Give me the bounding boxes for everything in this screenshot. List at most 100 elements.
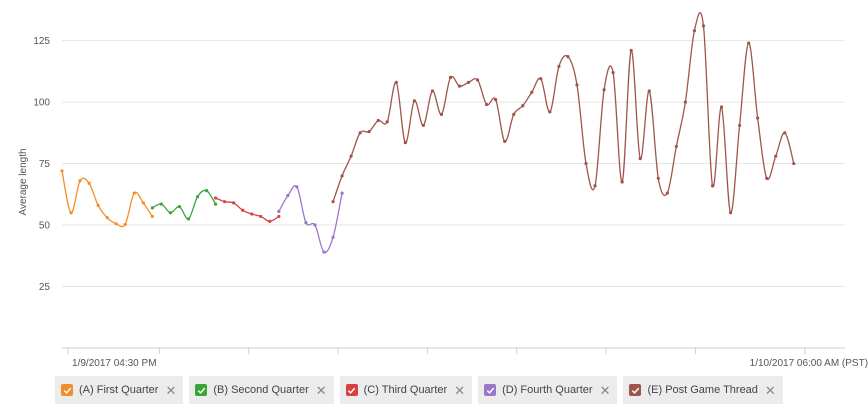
close-icon[interactable]: ✕ — [315, 382, 327, 398]
data-point — [195, 195, 200, 199]
checkbox-checked-icon[interactable] — [61, 384, 73, 396]
data-point — [358, 131, 362, 135]
data-point — [638, 157, 642, 161]
checkbox-checked-icon[interactable] — [629, 384, 642, 396]
data-point — [322, 250, 326, 254]
data-point — [602, 88, 606, 92]
data-point — [268, 219, 272, 223]
data-point — [710, 184, 715, 188]
y-axis-title: Average length — [18, 148, 29, 215]
y-tick-label: 100 — [33, 98, 50, 109]
data-point — [737, 123, 742, 128]
legend-label: (C) Third Quarter — [363, 384, 448, 396]
data-point — [376, 118, 380, 123]
gridlines — [62, 40, 845, 288]
series-a — [60, 169, 154, 228]
data-point — [774, 154, 778, 158]
data-point — [439, 112, 444, 116]
legend-item-b[interactable]: (B) Second Quarter ✕ — [189, 376, 334, 404]
data-point — [349, 154, 353, 158]
checkbox-checked-icon[interactable] — [345, 384, 358, 396]
checkbox-checked-icon[interactable] — [484, 384, 497, 396]
data-point — [96, 203, 100, 207]
data-point — [692, 29, 697, 33]
data-point — [521, 104, 525, 108]
data-point — [494, 98, 498, 102]
legend-label: (E) Post Game Thread — [647, 384, 758, 396]
data-point — [340, 191, 344, 195]
data-point — [331, 200, 335, 204]
line-chart: 25 50 75 100 125 1/9/2017 04:30 PM 1/10/2017 0… — [18, 12, 868, 369]
data-point — [367, 129, 371, 134]
legend-item-c[interactable]: (C) Third Quarter ✕ — [339, 376, 473, 404]
data-point — [629, 48, 633, 53]
series-e — [331, 12, 796, 215]
data-point — [295, 185, 299, 189]
data-point — [241, 208, 245, 212]
data-point — [475, 78, 480, 82]
axes: 25 50 75 100 125 1/9/2017 04:30 PM 1/10/2017 0… — [33, 36, 868, 369]
series-line — [332, 12, 795, 214]
data-point — [259, 214, 263, 219]
data-point — [60, 169, 64, 173]
data-point — [584, 161, 588, 166]
data-point — [747, 41, 751, 45]
legend-item-a[interactable]: (A) First Quarter ✕ — [55, 376, 184, 404]
data-point — [105, 216, 109, 220]
series-b — [150, 189, 218, 221]
data-point — [593, 184, 597, 188]
data-point — [213, 196, 218, 200]
data-point — [385, 120, 389, 124]
legend-label: (A) First Quarter — [79, 384, 159, 396]
data-point — [304, 220, 308, 225]
data-point — [719, 105, 724, 109]
data-point — [286, 193, 290, 198]
data-point — [394, 80, 398, 84]
close-icon[interactable]: ✕ — [599, 382, 611, 398]
data-point — [683, 100, 687, 104]
data-point — [223, 200, 227, 204]
data-point — [114, 222, 118, 226]
data-point — [69, 211, 73, 215]
close-icon[interactable]: ✕ — [454, 382, 466, 398]
legend-item-d[interactable]: (D) Fourth Quarter ✕ — [478, 376, 618, 404]
series-d — [277, 185, 344, 254]
data-point — [313, 223, 317, 227]
data-point — [656, 176, 660, 180]
x-tick-label: 1/9/2017 04:30 PM — [72, 358, 157, 369]
data-point — [674, 144, 678, 148]
data-point — [78, 179, 82, 183]
data-point — [159, 202, 163, 206]
data-point — [250, 212, 254, 216]
data-point — [530, 90, 534, 94]
data-point — [448, 75, 453, 80]
data-point — [466, 80, 471, 84]
checkbox-checked-icon[interactable] — [195, 384, 208, 396]
data-point — [150, 206, 154, 210]
data-point — [421, 123, 425, 128]
data-point — [331, 235, 335, 239]
data-point — [132, 191, 136, 195]
data-point — [277, 214, 281, 219]
data-point — [539, 77, 543, 81]
legend-label: (B) Second Quarter — [213, 384, 309, 396]
data-point — [141, 201, 145, 205]
data-point — [756, 116, 760, 120]
legend: (A) First Quarter ✕ (B) Second Quarter ✕ (C)… — [55, 376, 783, 404]
y-tick-label: 50 — [39, 221, 51, 232]
y-tick-label: 75 — [39, 159, 51, 170]
y-tick-label: 125 — [33, 36, 50, 47]
data-point — [177, 204, 182, 209]
close-icon[interactable]: ✕ — [165, 382, 177, 398]
legend-label: (D) Fourth Quarter — [502, 384, 593, 396]
data-point — [232, 201, 236, 205]
series-group — [60, 12, 796, 254]
data-point — [665, 191, 669, 195]
close-icon[interactable]: ✕ — [764, 382, 776, 398]
data-point — [204, 189, 209, 193]
data-point — [557, 64, 561, 69]
data-point — [213, 202, 218, 206]
data-point — [150, 214, 154, 219]
legend-item-e[interactable]: (E) Post Game Thread ✕ — [623, 376, 783, 404]
x-tick-label: 1/10/2017 06:00 AM (PST) — [750, 358, 868, 369]
